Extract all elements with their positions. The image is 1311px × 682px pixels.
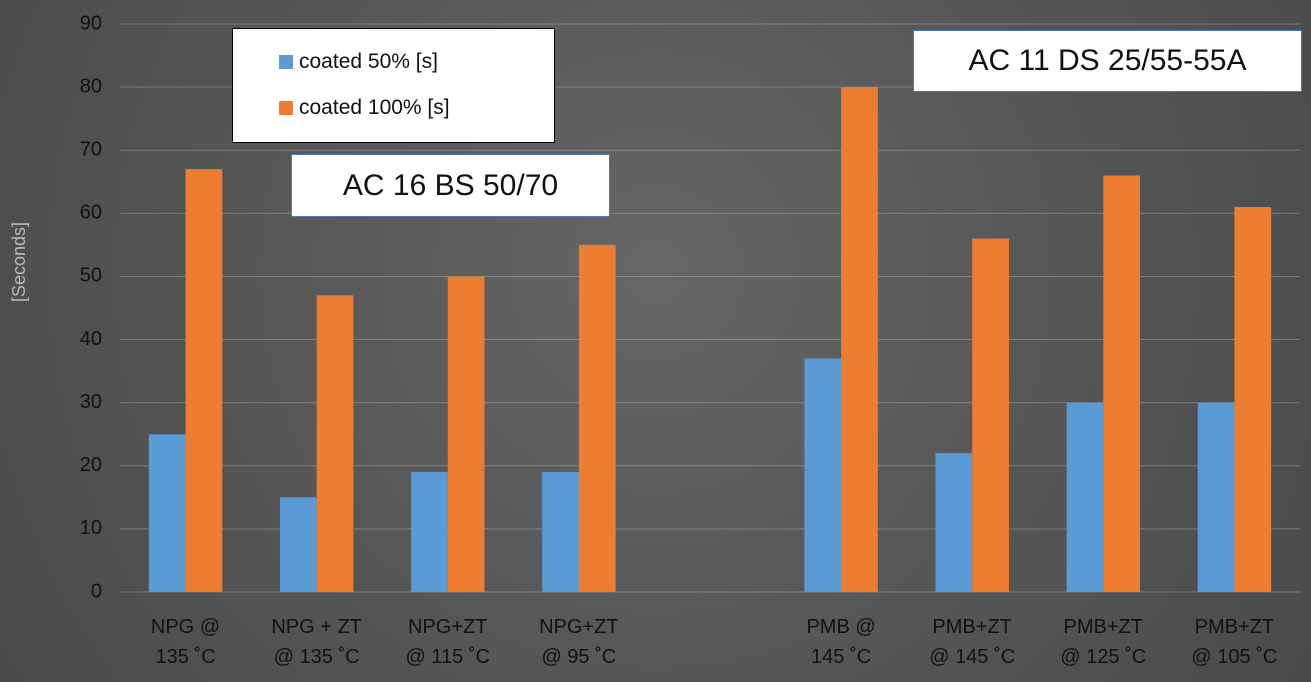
y-tick-label: 40 bbox=[80, 328, 102, 350]
y-tick-label: 10 bbox=[80, 517, 102, 539]
y-tick-label: 60 bbox=[80, 202, 102, 224]
x-tick-label: PMB @ 145 ˚C bbox=[776, 612, 907, 672]
x-tick-label: PMB+ZT @ 125 ˚C bbox=[1038, 612, 1169, 672]
legend: coated 50% [s] coated 100% [s] bbox=[232, 28, 555, 143]
y-tick-label: 0 bbox=[91, 580, 102, 602]
legend-label: coated 100% [s] bbox=[299, 96, 450, 120]
bar bbox=[317, 295, 354, 592]
bar bbox=[841, 87, 878, 592]
legend-item: coated 50% [s] bbox=[279, 39, 554, 85]
y-tick-label: 50 bbox=[80, 265, 102, 287]
annotation: AC 11 DS 25/55-55A bbox=[913, 30, 1302, 92]
bar bbox=[579, 245, 616, 592]
y-tick-label: 20 bbox=[80, 454, 102, 476]
legend-swatch bbox=[279, 55, 293, 69]
x-tick-label: NPG + ZT @ 135 ˚C bbox=[251, 612, 382, 672]
x-tick-label: PMB+ZT @ 145 ˚C bbox=[907, 612, 1038, 672]
y-tick-label: 30 bbox=[80, 391, 102, 413]
chart: [Seconds] 0 10 20 30 40 50 60 70 80 90 coated 50%… bbox=[0, 0, 1311, 682]
bar bbox=[411, 472, 448, 592]
bar bbox=[936, 453, 973, 592]
legend-swatch bbox=[279, 101, 293, 115]
bar bbox=[1103, 175, 1140, 592]
y-tick-label: 70 bbox=[80, 139, 102, 161]
annotation: AC 16 BS 50/70 bbox=[291, 154, 610, 217]
bar bbox=[542, 472, 579, 592]
bar bbox=[149, 434, 186, 592]
bar bbox=[1234, 207, 1271, 592]
bar bbox=[1067, 403, 1104, 592]
y-tick-label: 80 bbox=[80, 75, 102, 97]
x-tick-label: PMB+ZT @ 105 ˚C bbox=[1169, 612, 1300, 672]
x-tick-label: NPG+ZT @ 115 ˚C bbox=[382, 612, 513, 672]
bar bbox=[280, 497, 317, 592]
x-tick-label: NPG @ 135 ˚C bbox=[120, 612, 251, 672]
bar bbox=[448, 276, 485, 592]
legend-item: coated 100% [s] bbox=[279, 85, 554, 131]
y-axis-label: [Seconds] bbox=[9, 222, 29, 302]
bar bbox=[1198, 403, 1235, 592]
bar bbox=[972, 239, 1009, 592]
x-tick-label: NPG+ZT @ 95 ˚C bbox=[513, 612, 644, 672]
plot: [Seconds] 0 10 20 30 40 50 60 70 80 90 bbox=[0, 0, 1311, 682]
bar bbox=[804, 358, 841, 592]
legend-label: coated 50% [s] bbox=[299, 50, 438, 74]
y-tick-label: 90 bbox=[80, 12, 102, 34]
bar bbox=[186, 169, 223, 592]
